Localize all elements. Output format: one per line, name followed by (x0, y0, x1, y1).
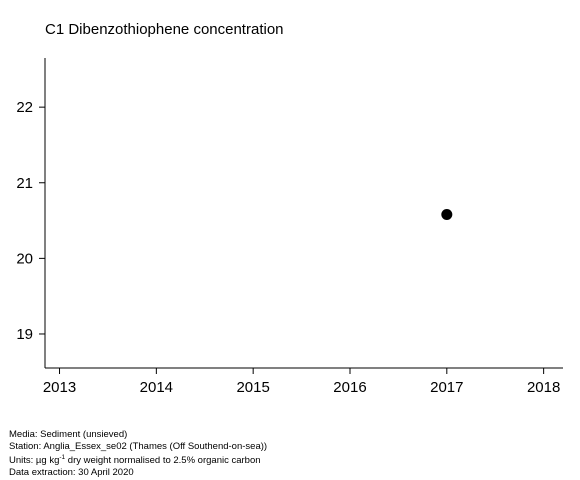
y-tick-label: 19 (16, 326, 33, 343)
data-point (441, 209, 453, 221)
y-tick-label: 21 (16, 175, 33, 192)
y-tick-label: 22 (16, 99, 33, 116)
data-points (441, 209, 453, 221)
x-tick-label: 2013 (43, 379, 76, 396)
units-prefix: Units: µg kg (9, 455, 60, 467)
units-superscript: -1 (59, 454, 66, 462)
y-axis-ticks: 19 20 21 22 (16, 99, 45, 343)
chart: C1 Dibenzothiophene concentration 2013 20… (16, 21, 563, 396)
x-tick-label: 2015 (236, 379, 269, 396)
media-label: Media: Sediment (unsieved) (9, 429, 128, 440)
x-axis-ticks: 2013 2014 2015 2016 2017 2018 (43, 368, 560, 396)
x-tick-label: 2017 (430, 379, 463, 396)
x-tick-label: 2016 (333, 379, 366, 396)
x-tick-label: 2018 (527, 379, 560, 396)
x-tick-label: 2014 (140, 379, 173, 396)
units-suffix: dry weight normalised to 2.5% organic ca… (65, 455, 261, 467)
y-tick-label: 20 (16, 250, 33, 267)
chart-title: C1 Dibenzothiophene concentration (45, 21, 284, 38)
units-label: Units: µg kg-1 dry weight normalised to … (9, 452, 267, 467)
extraction-date-label: Data extraction: 30 April 2020 (9, 466, 134, 478)
chart-footer: Media: Sediment (unsieved) Station: Angl… (9, 429, 267, 478)
station-label: Station: Anglia_Essex_se02 (Thames (Off … (9, 440, 268, 452)
